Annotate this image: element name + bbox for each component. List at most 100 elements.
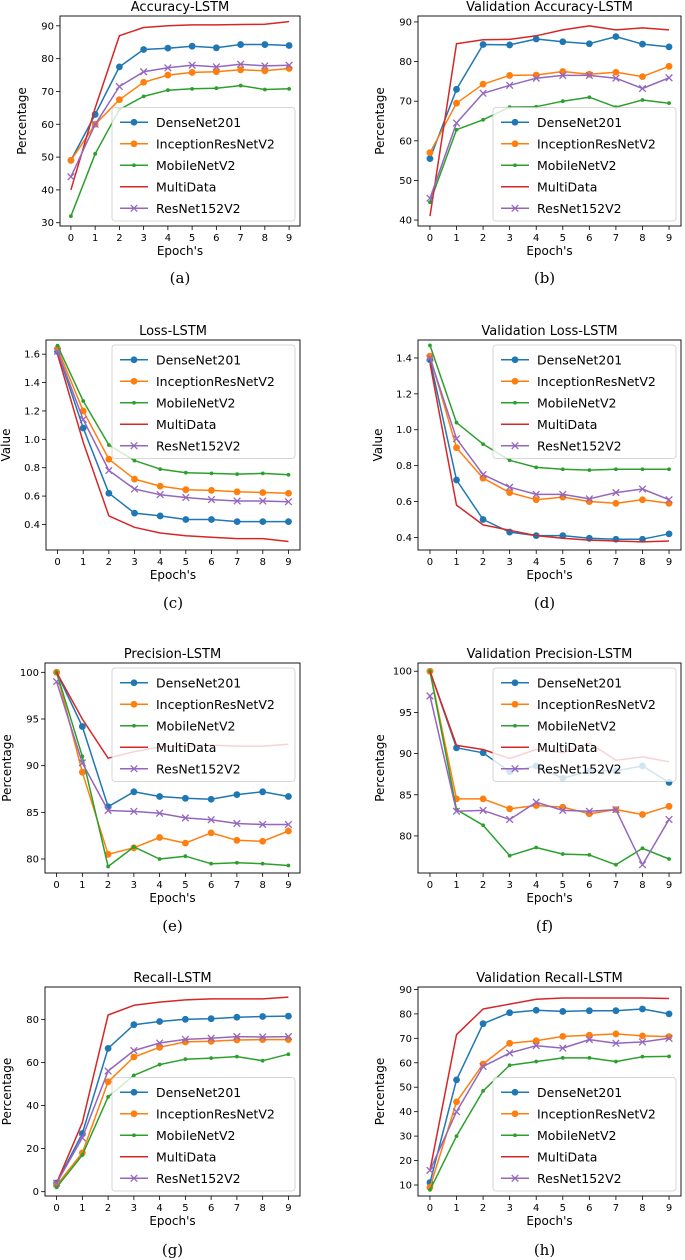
data-point bbox=[287, 86, 291, 91]
data-point bbox=[612, 1030, 620, 1038]
x-tick-label: 3 bbox=[506, 880, 512, 891]
data-point bbox=[130, 1110, 138, 1118]
data-point bbox=[130, 679, 138, 687]
x-tick-label: 4 bbox=[157, 557, 163, 568]
data-point bbox=[506, 1039, 514, 1047]
y-tick-label: 90 bbox=[399, 749, 412, 760]
data-point bbox=[233, 1036, 241, 1044]
y-tick-label: 80 bbox=[26, 855, 39, 866]
series-group bbox=[426, 343, 673, 543]
data-point bbox=[130, 1046, 138, 1055]
data-point bbox=[260, 1058, 265, 1063]
data-point bbox=[130, 356, 138, 364]
data-point bbox=[183, 470, 188, 475]
series-line bbox=[55, 681, 289, 826]
data-point bbox=[209, 1056, 214, 1061]
data-point bbox=[207, 816, 215, 824]
legend: DenseNet201 InceptionResNetV2 MobileNetV2 M… bbox=[492, 667, 677, 782]
data-point bbox=[156, 1018, 164, 1025]
data-point bbox=[188, 42, 196, 50]
data-point bbox=[140, 78, 148, 86]
data-point bbox=[214, 86, 219, 91]
x-tick-label: 7 bbox=[234, 1203, 240, 1214]
data-point bbox=[261, 62, 269, 70]
data-point bbox=[532, 490, 540, 499]
data-point bbox=[233, 1013, 241, 1021]
data-point bbox=[481, 1088, 485, 1093]
data-point bbox=[612, 805, 620, 814]
data-point bbox=[513, 1133, 517, 1138]
axes-frame bbox=[417, 662, 682, 874]
series-line bbox=[429, 357, 670, 501]
data-point bbox=[235, 472, 240, 476]
data-point bbox=[667, 857, 671, 861]
data-point bbox=[452, 119, 461, 127]
data-point bbox=[55, 343, 60, 348]
x-tick-label: 1 bbox=[453, 880, 459, 891]
y-tick-label: 95 bbox=[26, 715, 39, 726]
data-point bbox=[258, 820, 267, 829]
x-tick-label: 3 bbox=[506, 557, 512, 568]
data-point bbox=[506, 489, 514, 496]
data-point bbox=[52, 677, 61, 686]
legend-label: ResNet152V2 bbox=[156, 438, 241, 453]
data-point bbox=[130, 485, 139, 493]
series-group bbox=[426, 997, 673, 1192]
y-tick-label: 90 bbox=[41, 21, 54, 32]
x-tick-label: 9 bbox=[285, 880, 291, 891]
data-point bbox=[506, 72, 514, 79]
x-tick-label: 2 bbox=[105, 880, 111, 891]
data-point bbox=[130, 140, 138, 148]
y-tick-label: 1.0 bbox=[24, 435, 40, 446]
data-point bbox=[212, 63, 221, 71]
data-point bbox=[559, 490, 567, 499]
data-point bbox=[181, 1035, 190, 1044]
data-point bbox=[164, 64, 172, 72]
series-line bbox=[429, 1055, 670, 1191]
panel-caption: (d) bbox=[534, 594, 555, 612]
series-line bbox=[429, 25, 670, 217]
data-point bbox=[560, 1055, 565, 1060]
data-point bbox=[511, 764, 519, 773]
data-point bbox=[428, 343, 432, 348]
data-point bbox=[560, 852, 565, 856]
y-tick-label: 85 bbox=[399, 790, 412, 801]
axes-frame bbox=[44, 662, 301, 874]
series-line bbox=[429, 1008, 670, 1183]
data-point bbox=[511, 140, 519, 148]
series-line bbox=[70, 63, 290, 178]
legend-label: MultiData bbox=[156, 1149, 216, 1164]
legend-label: DenseNet201 bbox=[156, 352, 241, 367]
data-point bbox=[261, 67, 269, 75]
data-point bbox=[105, 489, 113, 497]
x-tick-label: 1 bbox=[80, 557, 86, 568]
y-tick-label: 60 bbox=[399, 1058, 412, 1069]
data-point bbox=[453, 99, 460, 107]
x-tick-label: 4 bbox=[156, 880, 162, 891]
data-point bbox=[132, 163, 136, 168]
data-point bbox=[665, 62, 673, 70]
data-point bbox=[69, 214, 73, 219]
x-tick-label: 7 bbox=[234, 557, 240, 568]
series-group bbox=[52, 996, 293, 1190]
x-tick-label: 1 bbox=[79, 1203, 85, 1214]
legend-label: InceptionResNetV2 bbox=[156, 136, 275, 151]
x-tick-label: 1 bbox=[92, 233, 98, 244]
data-point bbox=[532, 74, 540, 82]
x-tick-label: 7 bbox=[237, 233, 243, 244]
y-tick-label: 0.8 bbox=[24, 463, 40, 474]
data-point bbox=[479, 516, 487, 523]
data-point bbox=[614, 1059, 618, 1064]
data-point bbox=[559, 1008, 567, 1015]
series-group bbox=[426, 25, 673, 217]
data-point bbox=[106, 443, 111, 447]
data-point bbox=[259, 837, 267, 845]
data-point bbox=[532, 1037, 540, 1045]
data-point bbox=[93, 151, 98, 156]
data-point bbox=[190, 86, 195, 91]
data-point bbox=[67, 173, 75, 181]
data-point bbox=[258, 1033, 267, 1041]
data-point bbox=[285, 518, 292, 526]
x-tick-label: 2 bbox=[116, 233, 122, 244]
